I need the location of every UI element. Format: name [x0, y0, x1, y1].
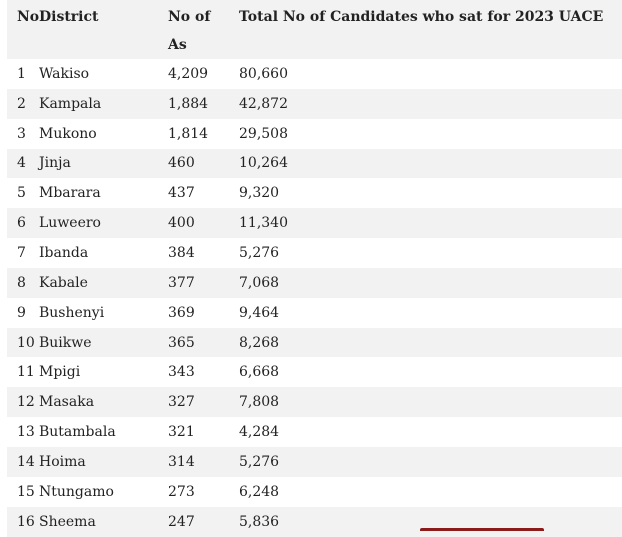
table-row: 11 Mpigi 343 6,668 [7, 357, 622, 388]
cell-total-candidates: 11,340 [239, 208, 622, 239]
cell-no-of-as: 1,814 [168, 118, 239, 149]
cell-no-of-as: 247 [168, 506, 239, 537]
cell-district: Mbarara [39, 178, 168, 209]
cell-district: Butambala [39, 417, 168, 447]
results-table-container: No District No of As Total No of Candida… [7, 0, 622, 537]
header-no-of-as: No of As [168, 0, 239, 59]
cell-no: 3 [7, 118, 39, 149]
cell-total-candidates: 7,808 [239, 387, 622, 418]
cell-no: 13 [7, 417, 39, 447]
cell-district: Hoima [39, 446, 168, 477]
cell-district: Luweero [39, 208, 168, 239]
cell-no-of-as: 1,884 [168, 88, 239, 119]
cell-total-candidates: 29,508 [239, 118, 622, 149]
header-no-of-as-line2: As [168, 37, 187, 53]
table-row: 2 Kampala 1,884 42,872 [7, 88, 622, 119]
cell-no-of-as: 377 [168, 267, 239, 298]
header-no: No [7, 0, 39, 59]
table-row: 15 Ntungamo 273 6,248 [7, 476, 622, 507]
cell-total-candidates: 8,268 [239, 327, 622, 358]
cell-district: Bushenyi [39, 297, 168, 328]
cell-no: 14 [7, 446, 39, 477]
table-row: 8 Kabale 377 7,068 [7, 267, 622, 298]
cell-no-of-as: 343 [168, 357, 239, 388]
cell-no: 10 [7, 327, 39, 358]
cell-no: 12 [7, 387, 39, 418]
cell-no-of-as: 400 [168, 208, 239, 239]
table-body: 1 Wakiso 4,209 80,660 2 Kampala 1,884 42,872 3 Mu… [7, 59, 622, 537]
cell-no-of-as: 4,209 [168, 59, 239, 89]
header-no-of-as-line1: No of [168, 9, 211, 25]
cell-district: Mpigi [39, 357, 168, 388]
cell-no: 5 [7, 178, 39, 209]
cell-district: Ibanda [39, 238, 168, 268]
cell-no-of-as: 321 [168, 417, 239, 447]
table-row: 6 Luweero 400 11,340 [7, 208, 622, 239]
cell-total-candidates: 5,836 [239, 506, 622, 537]
cell-no: 15 [7, 476, 39, 507]
cell-total-candidates: 4,284 [239, 417, 622, 447]
cell-total-candidates: 5,276 [239, 446, 622, 477]
cell-no: 2 [7, 88, 39, 119]
cell-no: 4 [7, 148, 39, 179]
header-row: No District No of As Total No of Candida… [7, 0, 622, 59]
cell-no-of-as: 384 [168, 238, 239, 268]
table-row: 1 Wakiso 4,209 80,660 [7, 59, 622, 89]
cell-no: 8 [7, 267, 39, 298]
table-row: 10 Buikwe 365 8,268 [7, 327, 622, 358]
cell-district: Ntungamo [39, 476, 168, 507]
table-row: 7 Ibanda 384 5,276 [7, 238, 622, 268]
table-row: 3 Mukono 1,814 29,508 [7, 118, 622, 149]
cell-no-of-as: 327 [168, 387, 239, 418]
table-row: 16 Sheema 247 5,836 [7, 506, 622, 537]
cell-no: 1 [7, 59, 39, 89]
cell-total-candidates: 9,320 [239, 178, 622, 209]
cell-district: Kampala [39, 88, 168, 119]
cell-district: Sheema [39, 506, 168, 537]
header-district: District [39, 0, 168, 59]
cell-district: Jinja [39, 148, 168, 179]
cell-total-candidates: 80,660 [239, 59, 622, 89]
table-row: 13 Butambala 321 4,284 [7, 417, 622, 447]
cell-district: Masaka [39, 387, 168, 418]
cell-no-of-as: 273 [168, 476, 239, 507]
table-header: No District No of As Total No of Candida… [7, 0, 622, 59]
cell-total-candidates: 10,264 [239, 148, 622, 179]
cell-total-candidates: 5,276 [239, 238, 622, 268]
table-row: 12 Masaka 327 7,808 [7, 387, 622, 418]
cell-no-of-as: 460 [168, 148, 239, 179]
cell-district: Mukono [39, 118, 168, 149]
cell-no-of-as: 369 [168, 297, 239, 328]
cell-no: 7 [7, 238, 39, 268]
header-total-candidates: Total No of Candidates who sat for 2023 … [239, 0, 622, 59]
cell-total-candidates: 6,668 [239, 357, 622, 388]
cell-district: Kabale [39, 267, 168, 298]
table-row: 5 Mbarara 437 9,320 [7, 178, 622, 209]
cell-no-of-as: 314 [168, 446, 239, 477]
cell-no: 6 [7, 208, 39, 239]
cell-no: 16 [7, 506, 39, 537]
cell-no: 9 [7, 297, 39, 328]
cell-total-candidates: 9,464 [239, 297, 622, 328]
uace-results-table: No District No of As Total No of Candida… [7, 0, 622, 537]
table-row: 4 Jinja 460 10,264 [7, 148, 622, 179]
cell-total-candidates: 7,068 [239, 267, 622, 298]
cell-district: Wakiso [39, 59, 168, 89]
ad-banner-edge[interactable] [420, 528, 544, 531]
cell-total-candidates: 42,872 [239, 88, 622, 119]
table-row: 9 Bushenyi 369 9,464 [7, 297, 622, 328]
cell-no-of-as: 365 [168, 327, 239, 358]
cell-no-of-as: 437 [168, 178, 239, 209]
cell-total-candidates: 6,248 [239, 476, 622, 507]
table-row: 14 Hoima 314 5,276 [7, 446, 622, 477]
cell-district: Buikwe [39, 327, 168, 358]
cell-no: 11 [7, 357, 39, 388]
